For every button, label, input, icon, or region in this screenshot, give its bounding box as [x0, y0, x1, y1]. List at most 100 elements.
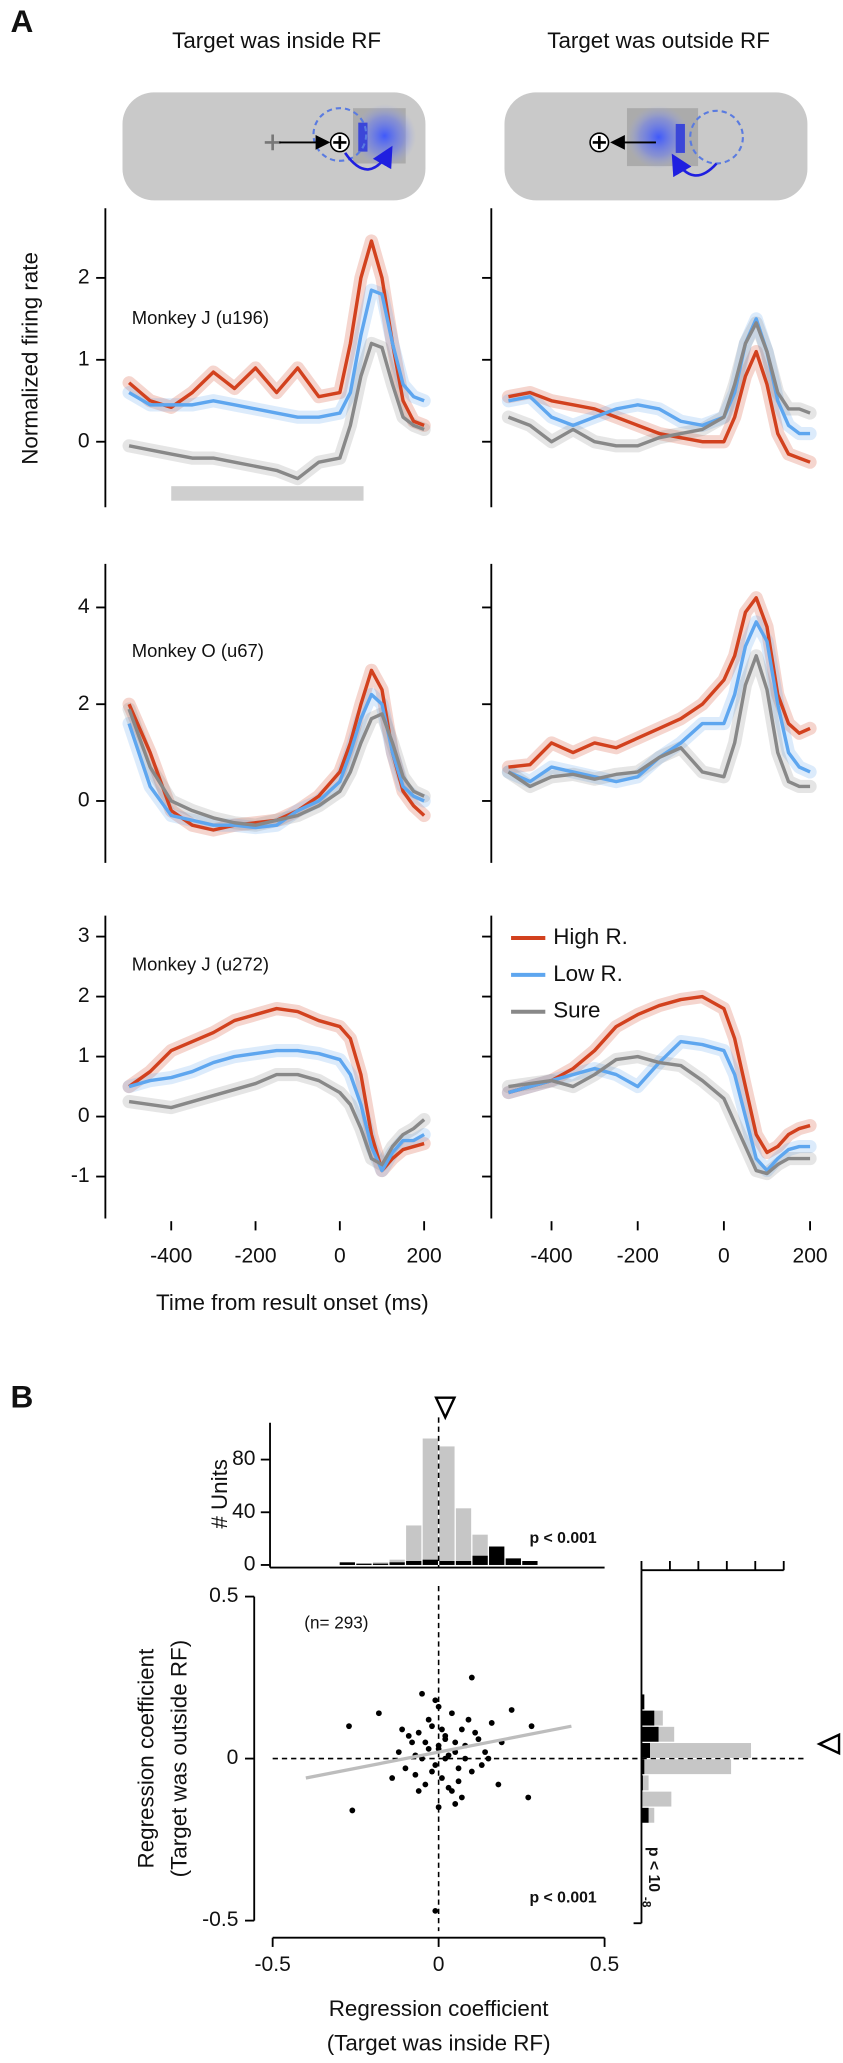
scatter-point [468, 1674, 475, 1681]
scatter-point [389, 1775, 396, 1781]
scatter-point [478, 1762, 485, 1768]
histogram-bar [406, 1561, 422, 1565]
series-line [507, 620, 811, 784]
scatter-point [375, 1710, 382, 1717]
scatter-point [432, 1697, 439, 1704]
scatter-point [462, 1755, 469, 1762]
series-line [507, 994, 811, 1155]
legend-label: Sure [553, 998, 600, 1023]
x-tick-label: 200 [792, 1244, 827, 1267]
scatter-point [455, 1765, 462, 1772]
scatter-point [395, 1749, 402, 1756]
legend-label: Low R. [553, 961, 623, 986]
sample-size: (n= 293) [304, 1614, 368, 1633]
scatter-point [415, 1729, 422, 1736]
column-title: Target was inside RF [172, 28, 381, 53]
y-axis-label: Regression coefficient [133, 1648, 158, 1869]
scatter-point [439, 1775, 445, 1781]
histogram-bar [455, 1508, 472, 1565]
x-tick-label: 0.5 [590, 1953, 619, 1976]
mean-marker [434, 1396, 457, 1421]
histogram-bar [641, 1726, 659, 1742]
scatter-point [346, 1723, 352, 1730]
mean-marker [816, 1732, 841, 1756]
scatter-point [458, 1726, 465, 1733]
x-tick-label: -200 [617, 1244, 659, 1267]
scatter-point [455, 1778, 462, 1785]
scatter-point [445, 1784, 452, 1791]
histogram-bar [505, 1558, 521, 1565]
x-tick-label: -400 [150, 1244, 192, 1267]
p-value: p < 0.001 [530, 1889, 597, 1906]
histogram-bar [439, 1561, 455, 1565]
scatter-point [415, 1788, 422, 1794]
y-tick-label: 2 [78, 265, 90, 288]
scatter-point [452, 1801, 459, 1807]
series-line [507, 321, 811, 448]
x-tick-label: 0 [334, 1244, 346, 1267]
y-axis-label: (Target was outside RF) [166, 1640, 191, 1878]
scatter-point [435, 1804, 442, 1811]
histogram-bar [356, 1563, 372, 1565]
scatter-point [525, 1794, 532, 1801]
y-tick-label: 0 [227, 1746, 239, 1769]
scatter-point [482, 1749, 488, 1756]
scatter-point [399, 1726, 406, 1733]
scatter-point [422, 1739, 429, 1746]
x-axis-label: Regression coefficient [329, 1996, 550, 2021]
scatter-point [468, 1768, 475, 1775]
scatter-point [528, 1723, 535, 1730]
scatter-point [405, 1733, 412, 1739]
y-tick-label: 80 [232, 1447, 255, 1470]
scatter-point [495, 1781, 502, 1788]
scatter-point [449, 1710, 455, 1717]
y-axis-label: # Units [207, 1459, 232, 1529]
y-tick-label: 0 [244, 1553, 256, 1576]
histogram-bar [641, 1759, 645, 1775]
scatter-point [465, 1716, 472, 1723]
scatter-point [475, 1736, 482, 1743]
scatter-point [452, 1739, 459, 1746]
x-tick-label: -200 [234, 1244, 276, 1267]
y-tick-label: 1 [78, 347, 90, 370]
error-band [122, 702, 431, 832]
panel-label: A [11, 3, 34, 39]
histogram-bar [422, 1559, 438, 1565]
p-value: p < 10 [645, 1847, 662, 1892]
schematic [122, 92, 426, 201]
panel-annotation: Monkey J (u272) [132, 954, 269, 975]
histogram-bar [339, 1562, 355, 1565]
series-line [508, 317, 811, 436]
y-tick-label: 4 [78, 595, 90, 618]
histogram-bar [422, 1438, 438, 1565]
x-axis-label: Time from result onset (ms) [156, 1290, 429, 1315]
scatter-point [435, 1703, 442, 1710]
histogram-bar [641, 1694, 645, 1710]
scatter-point [442, 1736, 449, 1743]
x-tick-label: 200 [407, 1244, 442, 1267]
series-line [127, 692, 425, 830]
histogram-bar [439, 1446, 455, 1565]
y-tick-label: 0.5 [209, 1584, 238, 1607]
panel-annotation: Monkey O (u67) [132, 640, 264, 661]
histogram-bar [641, 1759, 732, 1775]
y-tick-label: 1 [78, 1044, 90, 1067]
y-tick-label: 0 [78, 1104, 90, 1127]
scatter-point [429, 1768, 435, 1775]
x-tick-label: -0.5 [255, 1953, 291, 1976]
scatter-point [409, 1739, 415, 1746]
histogram-bar [472, 1555, 488, 1565]
scatter-point [442, 1755, 449, 1762]
series-line [128, 1006, 425, 1173]
y-tick-label: 2 [78, 692, 90, 715]
scatter-point [488, 1720, 495, 1726]
series-line [507, 1039, 811, 1173]
series-line [128, 341, 425, 481]
regression-line [305, 1724, 572, 1780]
histogram-bar [372, 1563, 389, 1565]
series-line [507, 654, 811, 789]
y-tick-label: 0 [78, 789, 90, 812]
scatter-point [419, 1690, 425, 1697]
x-axis-label: (Target was inside RF) [327, 2030, 551, 2055]
